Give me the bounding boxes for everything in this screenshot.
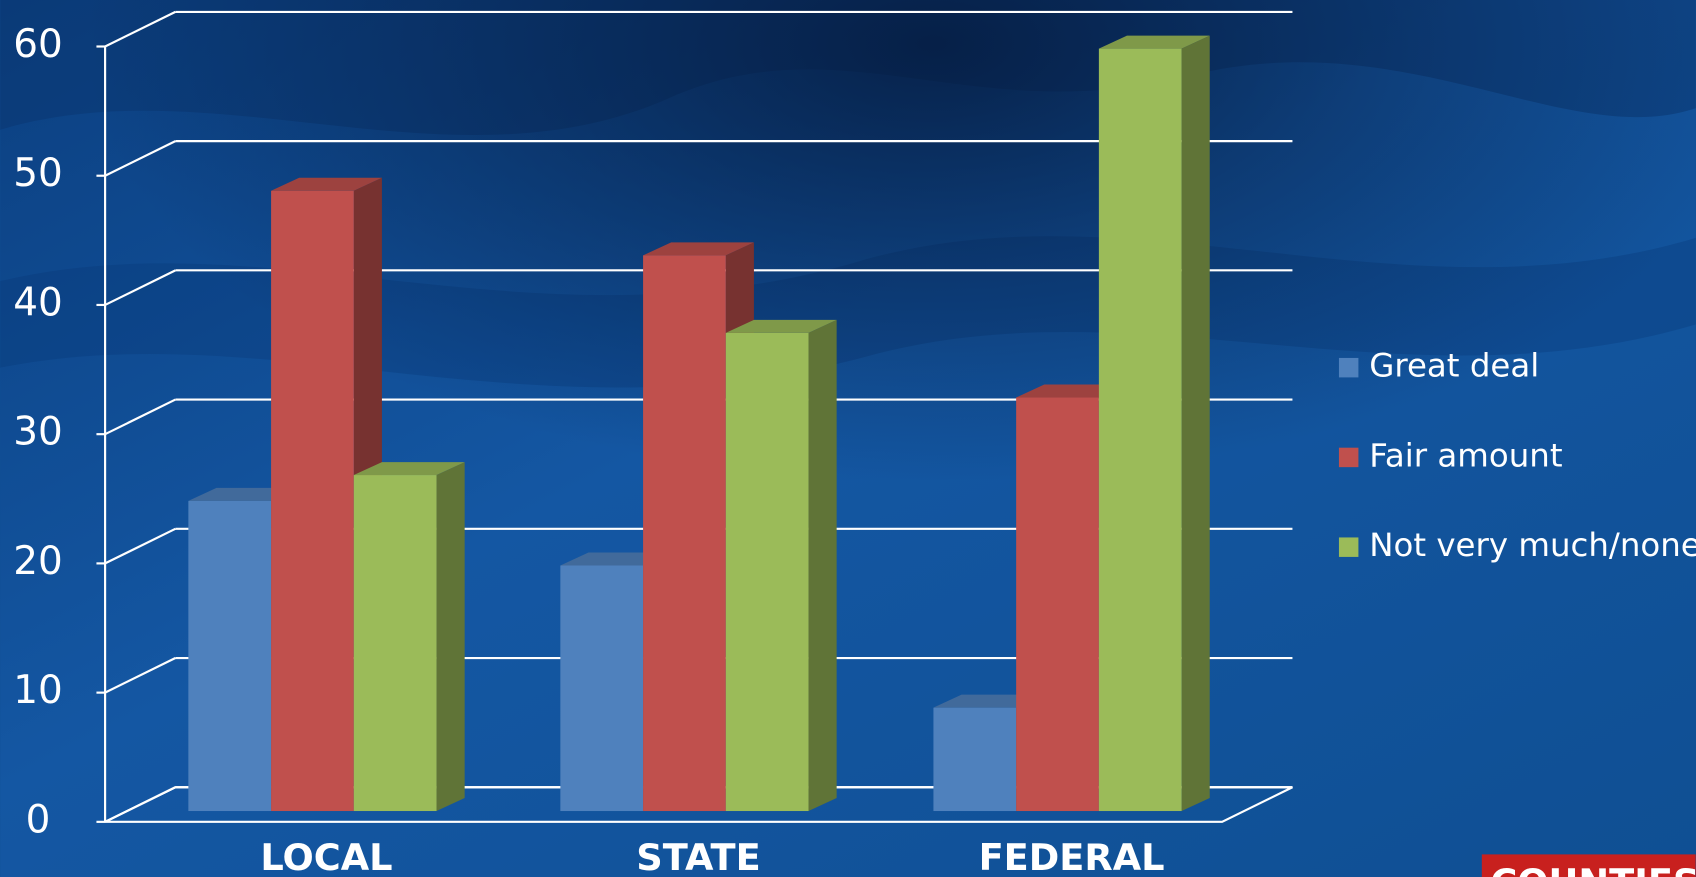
y-tick-label: 20 (13, 539, 63, 584)
bar-side (1182, 36, 1210, 811)
y-tick-label: 30 (13, 410, 63, 455)
x-tick-label: STATE (636, 836, 760, 877)
page: {"chart_data": {"type": "bar", "categori… (0, 0, 1696, 877)
legend-swatch (1339, 358, 1358, 377)
y-tick-label: 40 (13, 280, 63, 325)
legend-label: Fair amount (1369, 436, 1562, 474)
bar (271, 191, 354, 811)
bar (933, 708, 1016, 811)
legend-swatch (1339, 448, 1358, 467)
x-tick-label: LOCAL (260, 836, 392, 877)
y-tick-label: 50 (13, 151, 63, 196)
chart: 0 10 20 30 40 50 60 LOCAL STATE FEDERAL Great deal… (0, 0, 1696, 877)
bar-side (437, 462, 465, 811)
legend-swatch (1339, 537, 1358, 556)
logo: COUNTIES (1482, 854, 1696, 877)
bar (188, 501, 271, 811)
x-tick-label: FEDERAL (979, 836, 1165, 877)
bar-side (809, 320, 837, 811)
legend-label: Not very much/none (1369, 526, 1696, 564)
bar (1099, 49, 1182, 811)
bar (726, 333, 809, 811)
y-tick-label: 0 (26, 797, 51, 842)
bar (354, 475, 437, 811)
logo-text: COUNTIES (1490, 861, 1696, 877)
y-tick-label: 10 (13, 668, 63, 713)
bar (1016, 398, 1099, 812)
y-tick-label: 60 (13, 22, 63, 67)
bar (560, 566, 643, 812)
legend-label: Great deal (1369, 347, 1539, 385)
bar (643, 255, 726, 811)
